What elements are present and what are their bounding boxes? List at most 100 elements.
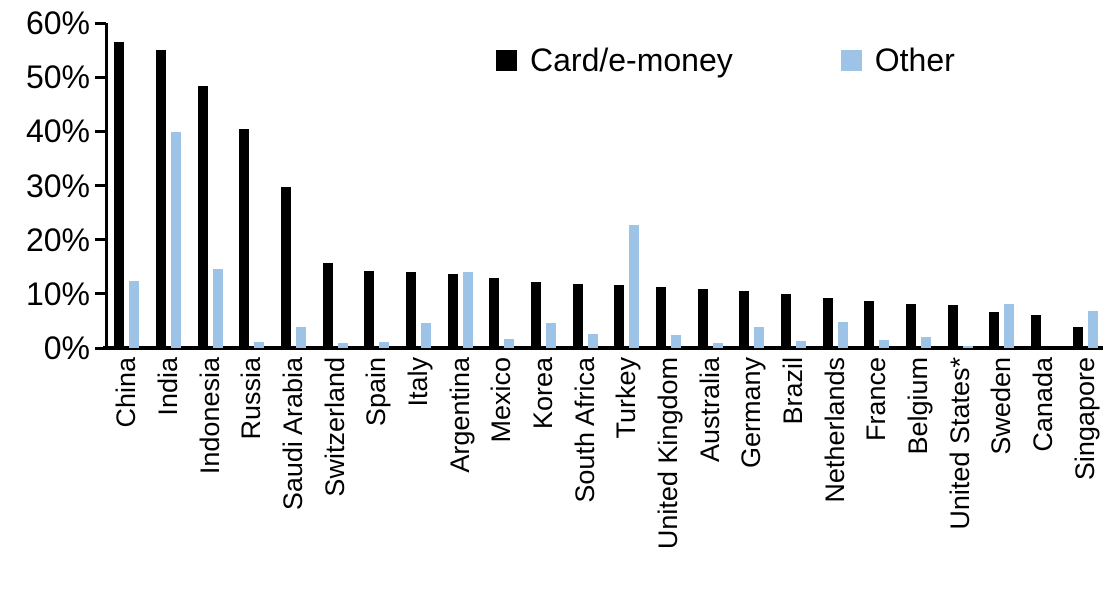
bar-other [796, 341, 807, 348]
bar-group-singapore [1064, 23, 1106, 348]
bar-card-e-money [364, 271, 375, 348]
bar-group-australia [689, 23, 731, 348]
bar-other [129, 281, 140, 348]
x-label-cell: Turkey [606, 357, 648, 549]
bar-group-argentina [439, 23, 481, 348]
bar-card-e-money [197, 86, 208, 348]
legend-label-other: Other [874, 42, 955, 78]
x-label-cell: Canada [1023, 357, 1065, 549]
bar-group-brazil [773, 23, 815, 348]
x-label-cell: Italy [398, 357, 440, 549]
x-label-cell: France [856, 357, 898, 549]
x-label-cell: Indonesia [189, 357, 231, 549]
bar-group-india [148, 23, 190, 348]
bar-card-e-money [1072, 327, 1083, 348]
y-axis-tick-mark [95, 238, 106, 242]
bar-other [1004, 304, 1015, 348]
y-axis-tick-label: 50% [25, 59, 90, 96]
x-axis-label: South Africa [569, 357, 600, 503]
bar-group-china [106, 23, 148, 348]
bar-card-e-money [822, 298, 833, 348]
x-axis-label: Switzerland [319, 357, 350, 497]
bar-other [171, 132, 181, 348]
x-label-cell: Germany [731, 357, 773, 549]
bar-group-france [856, 23, 898, 348]
x-axis-label: India [153, 357, 183, 416]
bar-card-e-money [739, 291, 750, 348]
bar-group-belgium [898, 23, 940, 348]
bar-card-e-money [239, 129, 250, 348]
x-axis-label: Sweden [986, 357, 1017, 455]
x-label-cell: Belgium [898, 357, 940, 549]
x-axis-label: United States* [944, 357, 975, 530]
bar-card-e-money [989, 312, 1000, 348]
y-axis-tick-mark [95, 346, 106, 350]
x-label-cell: South Africa [564, 357, 606, 549]
legend: Card/e-money Other [496, 42, 955, 78]
bar-group-united-kingdom [648, 23, 690, 348]
bar-card-e-money [781, 294, 792, 348]
y-axis-tick-mark [95, 184, 106, 187]
bar-other [921, 337, 932, 348]
x-axis-label: Argentina [444, 357, 475, 473]
bar-group-turkey [606, 23, 648, 348]
bar-card-e-money [281, 187, 292, 348]
x-label-cell: Sweden [981, 357, 1023, 549]
x-axis-label: Germany [736, 357, 767, 469]
x-axis-label: Brazil [778, 357, 809, 425]
x-axis-label: France [861, 357, 892, 442]
bar-card-e-money [406, 272, 417, 348]
x-axis-label: Singapore [1069, 357, 1100, 481]
bar-other [879, 340, 890, 348]
bar-other [837, 322, 848, 348]
x-label-cell: Argentina [439, 357, 481, 549]
y-axis-tick-mark [95, 21, 106, 25]
x-label-cell: Switzerland [314, 357, 356, 549]
bar-card-e-money [447, 274, 458, 348]
bar-other [421, 323, 432, 348]
bar-card-e-money [489, 278, 500, 348]
bar-group-switzerland [314, 23, 356, 348]
x-axis-label: Canada [1028, 357, 1059, 452]
x-label-cell: Brazil [773, 357, 815, 549]
bar-group-south-africa [564, 23, 606, 348]
y-axis-tick-label: 60% [25, 5, 90, 41]
bar-other [1087, 311, 1098, 348]
y-axis-tick-mark [95, 75, 106, 79]
x-axis-label: Spain [361, 357, 392, 427]
bar-card-e-money [322, 263, 333, 348]
bar-card-e-money [572, 284, 583, 348]
bar-other [671, 335, 682, 348]
bar-card-e-money [156, 50, 166, 348]
bar-other [296, 327, 307, 348]
bar-card-e-money [531, 282, 542, 348]
bar-group-saudi-arabia [273, 23, 315, 348]
bar-card-e-money [656, 287, 667, 348]
x-axis-label: Australia [694, 357, 725, 463]
x-label-cell: Mexico [481, 357, 523, 549]
x-label-cell: Singapore [1064, 357, 1106, 549]
y-axis-tick-mark [95, 292, 106, 296]
bar-other [462, 272, 473, 348]
x-axis-label: Mexico [486, 357, 517, 443]
x-axis-label: Belgium [903, 357, 934, 455]
x-axis-labels: China India Indonesia Russia Saudi Arabia Swi… [106, 357, 1106, 549]
bar-group-netherlands [814, 23, 856, 348]
legend-item-other: Other [840, 42, 955, 78]
bar-group-korea [523, 23, 565, 348]
bar-card-e-money [697, 289, 708, 348]
bar-other [212, 269, 223, 348]
plot-area [106, 23, 1106, 348]
bar-card-e-money [114, 42, 125, 348]
x-label-cell: United Kingdom [648, 357, 690, 549]
bar-other [962, 346, 973, 348]
x-label-cell: Korea [523, 357, 565, 549]
bar-other [504, 339, 515, 348]
x-axis-label: Indonesia [194, 357, 225, 475]
bar-card-e-money [614, 285, 625, 348]
bar-other [254, 342, 265, 348]
x-label-cell: Saudi Arabia [273, 357, 315, 549]
x-axis-label: Italy [403, 357, 434, 407]
y-axis-tick-label: 0% [43, 330, 90, 366]
x-axis-line [103, 346, 1103, 350]
